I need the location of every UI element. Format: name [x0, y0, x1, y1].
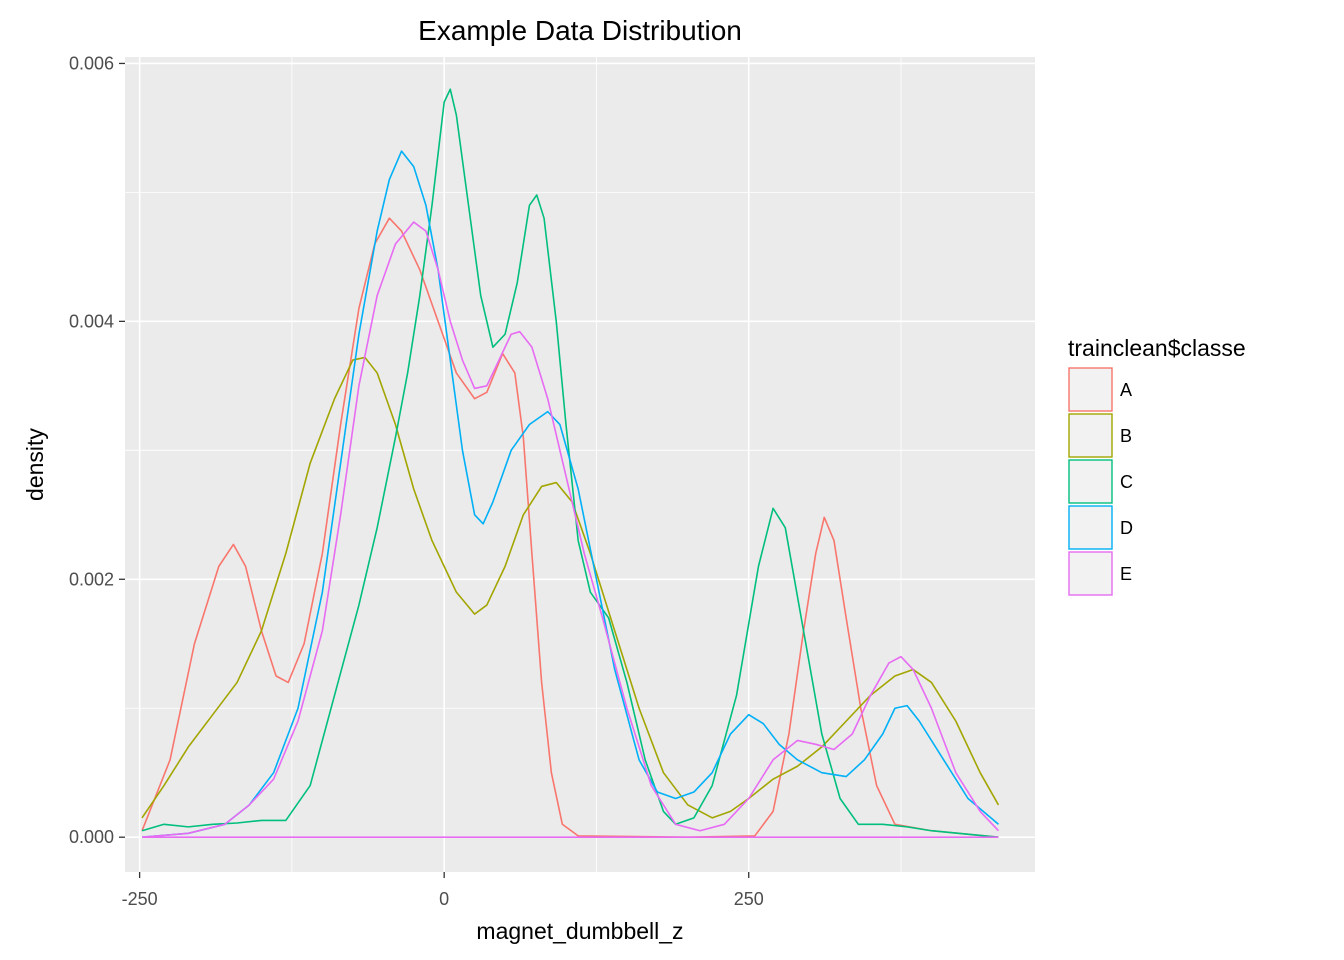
legend-key-e: [1068, 551, 1113, 596]
legend-label-c: C: [1120, 472, 1133, 492]
legend-label-a: A: [1120, 380, 1132, 400]
density-line-b: [141, 356, 1000, 819]
x-tick-label: 0: [439, 889, 449, 909]
y-tick-label: 0.004: [69, 311, 114, 331]
legend-title: trainclean$classe: [1068, 335, 1246, 361]
legend-label-d: D: [1120, 518, 1133, 538]
y-tick-label: 0.000: [69, 827, 114, 847]
axes: -250 0 250 0.000 0.002 0.004 0.006: [69, 53, 764, 909]
density-line-c: [141, 88, 999, 838]
y-tick-label: 0.002: [69, 569, 114, 589]
x-axis-title: magnet_dumbbell_z: [476, 918, 683, 944]
y-tick-label: 0.006: [69, 53, 114, 73]
series-lines: [141, 88, 1000, 838]
x-tick-label: 250: [734, 889, 764, 909]
legend-label-b: B: [1120, 426, 1132, 446]
chart-title: Example Data Distribution: [418, 15, 742, 46]
plot-panel: [125, 57, 1035, 872]
legend-key-a: [1068, 367, 1113, 412]
legend-key-d: [1068, 505, 1113, 550]
legend: trainclean$classe A B C D E: [1068, 335, 1246, 596]
legend-label-e: E: [1120, 564, 1132, 584]
legend-key-c: [1068, 459, 1113, 504]
density-line-d: [141, 150, 999, 838]
density-line-e: [141, 221, 1000, 838]
legend-key-b: [1068, 413, 1113, 458]
x-tick-label: -250: [122, 889, 158, 909]
y-axis-title: density: [22, 428, 48, 501]
